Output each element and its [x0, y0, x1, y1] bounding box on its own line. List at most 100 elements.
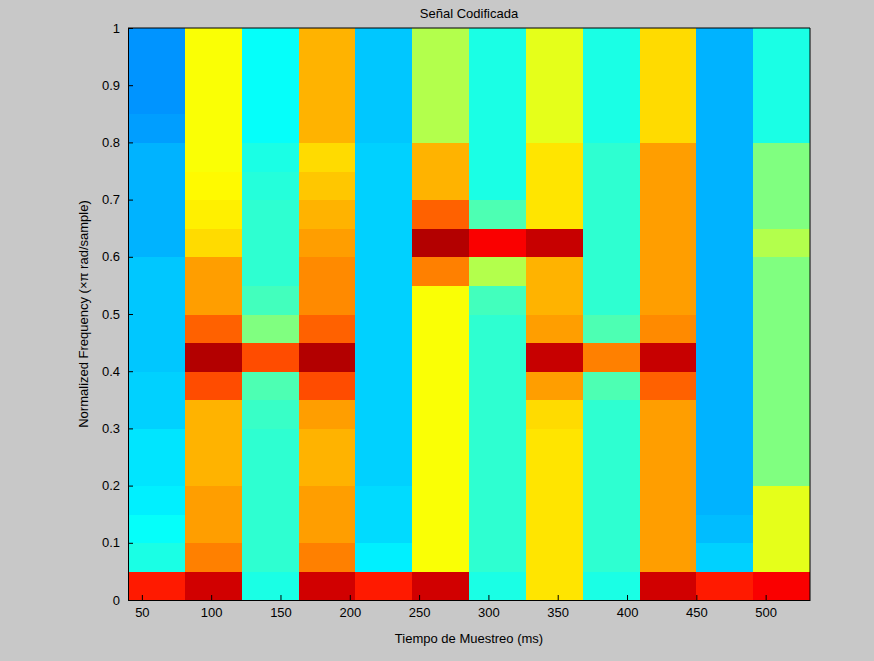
cell: [696, 57, 753, 86]
cell: [469, 400, 526, 429]
y-tick-mark: [128, 28, 133, 29]
cell: [696, 314, 753, 343]
cell: [753, 314, 810, 343]
cell: [526, 343, 583, 372]
cell: [753, 228, 810, 257]
cell: [185, 400, 242, 429]
cell: [355, 257, 412, 286]
cell: [299, 171, 356, 200]
x-tick-label: 50: [135, 605, 149, 620]
cell: [242, 343, 299, 372]
y-tick: 0.8: [102, 135, 133, 150]
cell: [696, 571, 753, 600]
cell: [583, 400, 640, 429]
cell: [355, 514, 412, 543]
cell: [753, 142, 810, 171]
cell: [526, 171, 583, 200]
cell: [242, 114, 299, 143]
cell: [753, 200, 810, 229]
cell: [469, 457, 526, 486]
cell: [753, 285, 810, 314]
cell: [185, 457, 242, 486]
y-tick-label: 0.6: [102, 249, 120, 264]
cell: [299, 486, 356, 515]
cell: [128, 200, 185, 229]
cell: [185, 85, 242, 114]
frame: [128, 28, 810, 29]
y-tick-mark: [128, 428, 133, 429]
cell: [583, 257, 640, 286]
x-tick: 50: [135, 595, 149, 620]
y-tick-label: 0.5: [102, 307, 120, 322]
cell: [469, 228, 526, 257]
cell: [583, 486, 640, 515]
cell: [355, 200, 412, 229]
cell: [412, 200, 469, 229]
y-tick-mark: [128, 371, 133, 372]
x-tick-label: 150: [270, 605, 292, 620]
x-tick: 350: [547, 595, 569, 620]
x-tick: 450: [686, 595, 708, 620]
cell: [185, 571, 242, 600]
cell: [640, 343, 697, 372]
cell: [640, 543, 697, 572]
cell: [412, 514, 469, 543]
cell: [412, 428, 469, 457]
cell: [469, 85, 526, 114]
cell: [128, 514, 185, 543]
cell: [526, 257, 583, 286]
cell: [526, 85, 583, 114]
cell: [128, 57, 185, 86]
cell: [526, 571, 583, 600]
cell: [753, 371, 810, 400]
cell: [640, 200, 697, 229]
cell: [640, 285, 697, 314]
cell: [412, 57, 469, 86]
cell: [299, 371, 356, 400]
cell: [640, 514, 697, 543]
y-tick: 0.2: [102, 478, 133, 493]
cell: [696, 85, 753, 114]
cell: [185, 314, 242, 343]
x-tick-label: 300: [478, 605, 500, 620]
cell: [640, 142, 697, 171]
cell: [696, 514, 753, 543]
cell: [299, 314, 356, 343]
title: Señal Codificada: [420, 6, 519, 21]
y-tick: 0: [113, 593, 133, 608]
cell: [469, 314, 526, 343]
cell: [128, 257, 185, 286]
cell: [753, 457, 810, 486]
plot-area: [128, 28, 810, 600]
cell: [753, 57, 810, 86]
cell: [753, 171, 810, 200]
cell: [640, 457, 697, 486]
y-tick-mark: [128, 314, 133, 315]
cell: [242, 57, 299, 86]
cell: [583, 571, 640, 600]
cell: [128, 457, 185, 486]
cell: [185, 114, 242, 143]
cell: [128, 171, 185, 200]
cell: [640, 57, 697, 86]
y-tick-mark: [128, 85, 133, 86]
cell: [753, 571, 810, 600]
cell: [412, 285, 469, 314]
x-tick-mark: [696, 595, 697, 600]
y-tick: 0.4: [102, 364, 133, 379]
cell: [640, 171, 697, 200]
cell: [242, 314, 299, 343]
cell: [696, 486, 753, 515]
cell: [242, 486, 299, 515]
cell: [469, 142, 526, 171]
cell: [185, 257, 242, 286]
cell: [469, 171, 526, 200]
cell: [242, 371, 299, 400]
y-tick: 0.5: [102, 307, 133, 322]
cell: [128, 28, 185, 57]
cell: [469, 543, 526, 572]
cell: [355, 486, 412, 515]
cell: [412, 171, 469, 200]
cell: [583, 371, 640, 400]
cell: [640, 228, 697, 257]
